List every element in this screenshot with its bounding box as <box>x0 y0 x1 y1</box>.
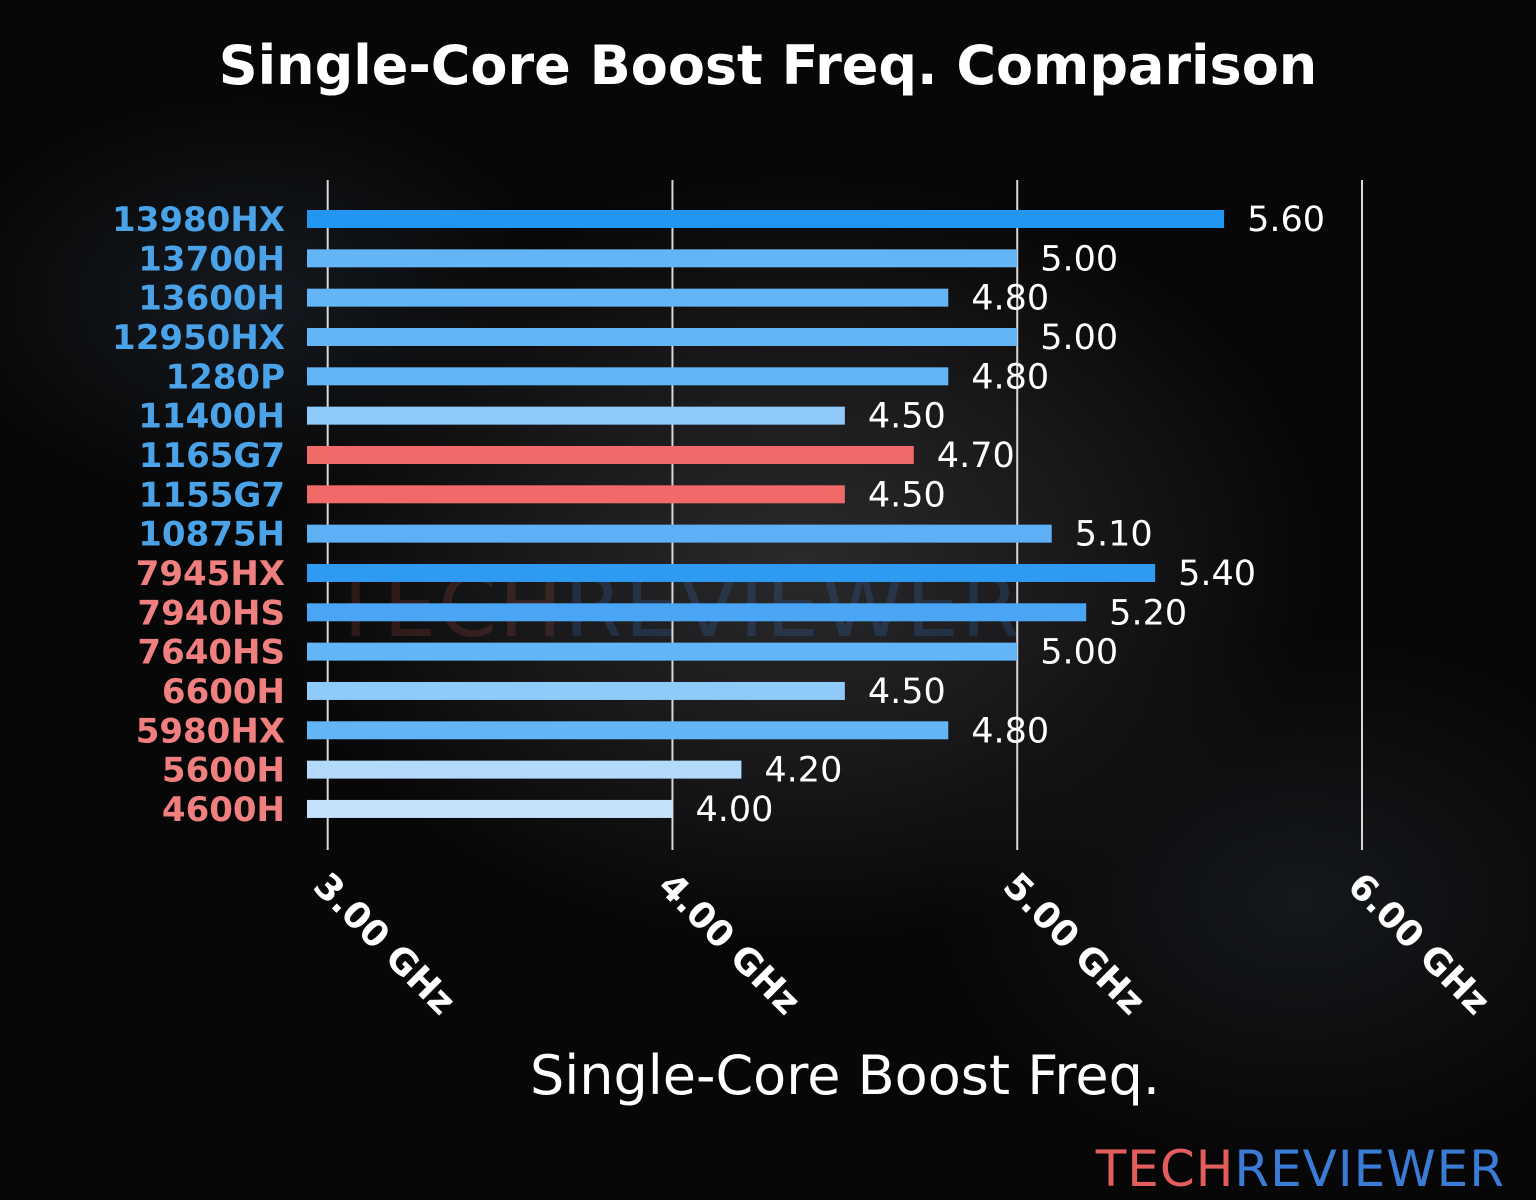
bar <box>307 799 673 818</box>
chart-title: Single-Core Boost Freq. Comparison <box>219 34 1318 97</box>
x-axis-label: Single-Core Boost Freq. <box>530 1044 1160 1107</box>
category-labels: 13980HX13700H13600H12950HX1280P11400H116… <box>112 200 285 830</box>
value-label: 4.80 <box>971 279 1049 319</box>
bar <box>307 485 845 504</box>
bar <box>307 524 1052 543</box>
value-labels: 5.605.004.805.004.804.504.704.505.105.40… <box>695 200 1325 830</box>
category-label: 12950HX <box>112 318 285 358</box>
category-label: 4600H <box>162 790 285 830</box>
bar <box>307 563 1156 582</box>
value-label: 5.00 <box>1040 318 1118 358</box>
value-label: 4.50 <box>868 475 946 515</box>
bar <box>307 681 845 700</box>
category-label: 7945HX <box>136 554 285 594</box>
bar <box>307 249 1018 268</box>
category-label: 7940HS <box>137 593 285 633</box>
category-label: 11400H <box>138 397 285 437</box>
category-label: 13700H <box>138 239 285 279</box>
bar <box>307 406 845 425</box>
value-label: 4.50 <box>868 672 946 712</box>
value-label: 4.20 <box>764 751 842 791</box>
category-label: 6600H <box>162 672 285 712</box>
category-label: 1165G7 <box>139 436 285 476</box>
category-label: 1280P <box>165 357 285 397</box>
logo-reviewer: REVIEWER <box>1234 1140 1505 1198</box>
category-label: 7640HS <box>137 633 285 673</box>
bar <box>307 367 949 386</box>
category-label: 5600H <box>162 751 285 791</box>
category-label: 13980HX <box>112 200 285 240</box>
category-label: 13600H <box>138 279 285 319</box>
gridlines <box>326 180 1363 850</box>
bar <box>307 210 1225 228</box>
category-label: 5980HX <box>136 711 285 751</box>
x-tick-label: 4.00 GHz <box>650 865 808 1023</box>
x-tick-labels: 3.00 GHz 4.00 GHz 5.00 GHz 6.00 GHz <box>305 865 1497 1023</box>
value-label: 4.00 <box>695 790 773 830</box>
value-label: 4.50 <box>868 397 946 437</box>
value-label: 5.20 <box>1109 593 1187 633</box>
bar <box>307 642 1018 661</box>
bar <box>307 603 1087 622</box>
bar <box>307 721 949 740</box>
value-label: 4.80 <box>971 711 1049 751</box>
bars <box>307 210 1225 818</box>
bar <box>307 445 914 464</box>
value-label: 4.80 <box>971 357 1049 397</box>
logo-tech: TECH <box>1095 1140 1235 1198</box>
category-label: 1155G7 <box>139 475 285 515</box>
bar <box>307 327 1018 346</box>
value-label: 4.70 <box>937 436 1015 476</box>
bar <box>307 288 949 307</box>
x-tick-label: 5.00 GHz <box>995 865 1153 1023</box>
value-label: 5.10 <box>1075 515 1153 555</box>
category-label: 10875H <box>138 515 285 555</box>
x-tick-label: 3.00 GHz <box>305 865 463 1023</box>
value-label: 5.00 <box>1040 633 1118 673</box>
bar <box>307 760 742 779</box>
value-label: 5.00 <box>1040 239 1118 279</box>
value-label: 5.40 <box>1178 554 1256 594</box>
x-tick-label: 6.00 GHz <box>1340 865 1498 1023</box>
techreviewer-logo: TECHREVIEWER <box>1095 1140 1505 1198</box>
value-label: 5.60 <box>1247 200 1325 240</box>
